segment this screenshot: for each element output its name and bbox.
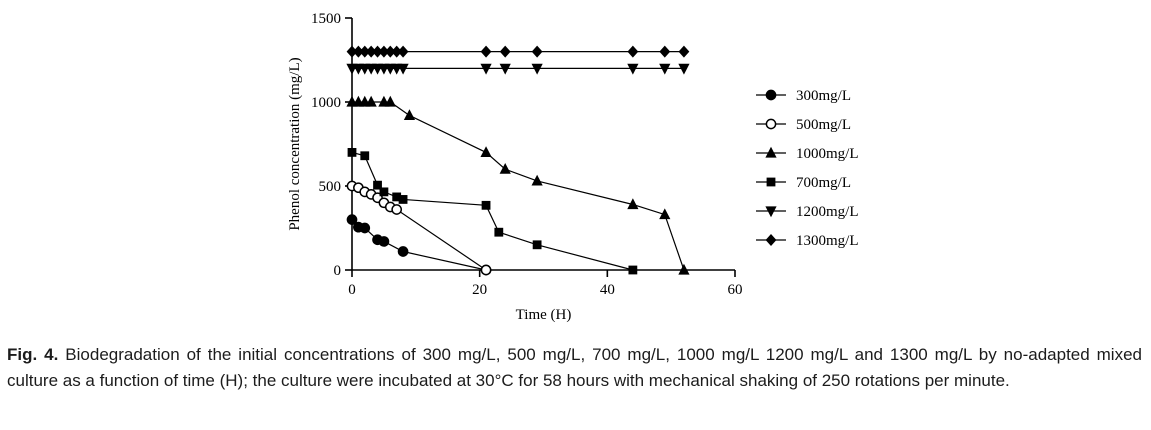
data-point-300mg-l <box>346 214 358 225</box>
data-point-1000mg-l <box>678 263 690 275</box>
y-tick-label: 0 <box>334 263 342 279</box>
data-point-700mg-l <box>347 148 357 157</box>
data-point-1300mg-l <box>346 45 358 58</box>
data-point-1000mg-l <box>384 95 396 107</box>
figure-label: Fig. 4. <box>7 345 59 364</box>
data-point-1000mg-l <box>480 146 492 157</box>
data-point-1300mg-l <box>499 45 511 58</box>
data-point-1300mg-l <box>678 45 690 58</box>
data-point-700mg-l <box>628 265 638 275</box>
x-tick-label: 60 <box>728 282 743 298</box>
legend-item-300mg-l: 300mg/L <box>756 88 851 104</box>
legend-item-1300mg-l: 1300mg/L <box>756 233 859 249</box>
legend-marker-1000mg-l <box>765 146 777 158</box>
legend-marker-500mg-l <box>765 118 777 130</box>
data-point-700mg-l <box>360 151 370 161</box>
data-point-1300mg-l <box>365 45 377 58</box>
data-point-1300mg-l <box>372 45 383 58</box>
data-point-1000mg-l <box>499 163 511 174</box>
legend-item-1200mg-l: 1200mg/L <box>756 204 859 220</box>
data-point-700mg-l <box>481 200 491 210</box>
x-axis-label: Time (H) <box>516 307 572 323</box>
legend-marker-1300mg-l <box>765 234 777 246</box>
legend-marker-300mg-l <box>765 89 777 101</box>
legend-item-500mg-l: 500mg/L <box>756 117 851 133</box>
data-point-1300mg-l <box>627 45 639 58</box>
legend-label-300mg-l: 300mg/L <box>796 88 851 104</box>
x-tick-label: 0 <box>348 282 356 298</box>
data-point-1200mg-l <box>397 63 409 75</box>
data-point-1000mg-l <box>531 174 543 186</box>
data-point-700mg-l <box>379 187 389 197</box>
data-point-1300mg-l <box>352 45 364 58</box>
figure-caption: Fig. 4. Biodegradation of the initial co… <box>7 342 1142 393</box>
legend: 300mg/L 500mg/L 1000mg/L 700mg/L 1200mg/L 130… <box>756 88 859 249</box>
y-tick-label: 1000 <box>311 95 341 111</box>
figure-4: 0 500 1000 1500 0 20 40 60 Phenol concentration … <box>7 11 1142 393</box>
data-point-700mg-l <box>494 227 504 237</box>
legend-marker-1200mg-l <box>765 206 777 218</box>
data-point-1200mg-l <box>480 63 492 75</box>
data-point-300mg-l <box>378 236 390 247</box>
data-point-1200mg-l <box>627 63 639 75</box>
data-point-1000mg-l <box>365 95 377 107</box>
legend-label-700mg-l: 700mg/L <box>796 175 851 191</box>
legend-label-1300mg-l: 1300mg/L <box>796 233 859 249</box>
data-point-1000mg-l <box>403 109 416 121</box>
y-tick-label: 500 <box>319 179 342 195</box>
legend-label-1000mg-l: 1000mg/L <box>796 146 859 162</box>
data-point-700mg-l <box>398 195 408 204</box>
figure-caption-text: Biodegradation of the initial concentrat… <box>7 345 1142 390</box>
y-axis-label: Phenol concentration (mg/L) <box>287 57 303 230</box>
series-line-300mg-l <box>351 219 487 271</box>
data-point-1300mg-l <box>378 45 390 58</box>
data-point-1200mg-l <box>531 63 543 75</box>
data-point-700mg-l <box>373 180 382 190</box>
legend-marker-700mg-l <box>766 177 776 187</box>
data-point-700mg-l <box>532 240 542 250</box>
legend-label-500mg-l: 500mg/L <box>796 117 851 133</box>
data-point-300mg-l <box>359 222 371 234</box>
data-point-1200mg-l <box>678 63 690 75</box>
data-point-1300mg-l <box>397 45 409 58</box>
data-point-1300mg-l <box>384 45 396 58</box>
data-point-1200mg-l <box>659 63 671 75</box>
data-point-1000mg-l <box>659 208 671 220</box>
phenol-biodegradation-line-chart: 0 500 1000 1500 0 20 40 60 Phenol concentration … <box>287 11 859 323</box>
data-point-500mg-l <box>480 264 492 276</box>
data-point-1300mg-l <box>659 45 671 58</box>
data-point-1000mg-l <box>627 198 639 210</box>
y-tick-label: 1500 <box>311 11 341 27</box>
legend-label-1200mg-l: 1200mg/L <box>796 204 859 220</box>
data-point-1300mg-l <box>531 45 543 58</box>
legend-item-700mg-l: 700mg/L <box>756 175 851 191</box>
series-line-1000mg-l <box>352 101 685 271</box>
data-point-500mg-l <box>391 204 403 215</box>
x-tick-label: 40 <box>600 282 615 298</box>
data-point-1300mg-l <box>391 45 403 58</box>
x-tick-label: 20 <box>472 282 487 298</box>
data-point-300mg-l <box>397 246 409 257</box>
legend-item-1000mg-l: 1000mg/L <box>756 146 859 162</box>
data-point-1200mg-l <box>499 63 511 75</box>
data-point-1300mg-l <box>480 45 492 58</box>
data-point-1300mg-l <box>359 45 371 58</box>
